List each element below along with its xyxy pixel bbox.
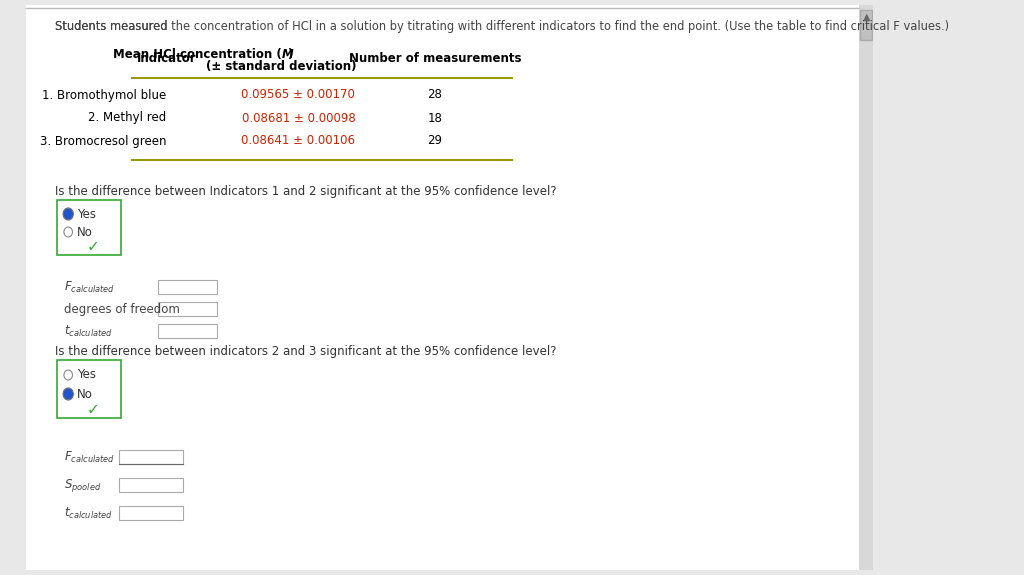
Text: degrees of freedom: degrees of freedom: [63, 302, 180, 316]
FancyBboxPatch shape: [57, 200, 121, 255]
Text: Students measured the concentration of HCl in a solution by titrating with diffe: Students measured the concentration of H…: [55, 20, 949, 33]
FancyBboxPatch shape: [120, 506, 183, 520]
Text: Mean HCl concentration (: Mean HCl concentration (: [113, 48, 282, 61]
Text: 1. Bromothymol blue: 1. Bromothymol blue: [42, 89, 166, 102]
Text: 29: 29: [427, 135, 442, 148]
Text: (± standard deviation): (± standard deviation): [206, 60, 356, 73]
Text: 2. Methyl red: 2. Methyl red: [88, 112, 166, 125]
Text: Yes: Yes: [77, 369, 95, 381]
Text: 18: 18: [427, 112, 442, 125]
FancyBboxPatch shape: [120, 478, 183, 492]
Circle shape: [63, 209, 73, 219]
Text: Yes: Yes: [77, 208, 95, 220]
Text: 3. Bromocresol green: 3. Bromocresol green: [40, 135, 166, 148]
Text: No: No: [77, 225, 92, 239]
FancyBboxPatch shape: [158, 302, 217, 316]
Text: 0.08681 ± 0.00098: 0.08681 ± 0.00098: [242, 112, 355, 125]
Text: Number of measurements: Number of measurements: [348, 52, 521, 65]
Text: Students measured: Students measured: [55, 20, 172, 33]
FancyBboxPatch shape: [120, 450, 183, 464]
FancyBboxPatch shape: [158, 280, 217, 294]
Text: Is the difference between Indicators 1 and 2 significant at the 95% confidence l: Is the difference between Indicators 1 a…: [55, 185, 557, 198]
Text: 0.08641 ± 0.00106: 0.08641 ± 0.00106: [242, 135, 355, 148]
Text: ▲: ▲: [862, 12, 870, 22]
Text: Indicator: Indicator: [136, 52, 196, 65]
Text: ): ): [288, 48, 293, 61]
Text: No: No: [77, 388, 92, 401]
Text: 0.09565 ± 0.00170: 0.09565 ± 0.00170: [242, 89, 355, 102]
FancyBboxPatch shape: [158, 324, 217, 338]
Text: $F_{calculated}$: $F_{calculated}$: [63, 279, 115, 294]
Text: $F_{calculated}$: $F_{calculated}$: [63, 450, 115, 465]
FancyBboxPatch shape: [860, 10, 872, 40]
Text: Is the difference between indicators 2 and 3 significant at the 95% confidence l: Is the difference between indicators 2 a…: [55, 345, 557, 358]
FancyBboxPatch shape: [26, 5, 859, 570]
Text: $t_{calculated}$: $t_{calculated}$: [63, 324, 113, 339]
Text: ✓: ✓: [87, 240, 99, 255]
Text: ✓: ✓: [87, 402, 99, 417]
Text: M: M: [282, 48, 293, 61]
Text: $t_{calculated}$: $t_{calculated}$: [63, 505, 113, 520]
Text: 28: 28: [427, 89, 442, 102]
FancyBboxPatch shape: [859, 5, 873, 570]
Circle shape: [63, 389, 73, 399]
Text: $S_{pooled}$: $S_{pooled}$: [63, 477, 101, 493]
FancyBboxPatch shape: [57, 360, 121, 418]
